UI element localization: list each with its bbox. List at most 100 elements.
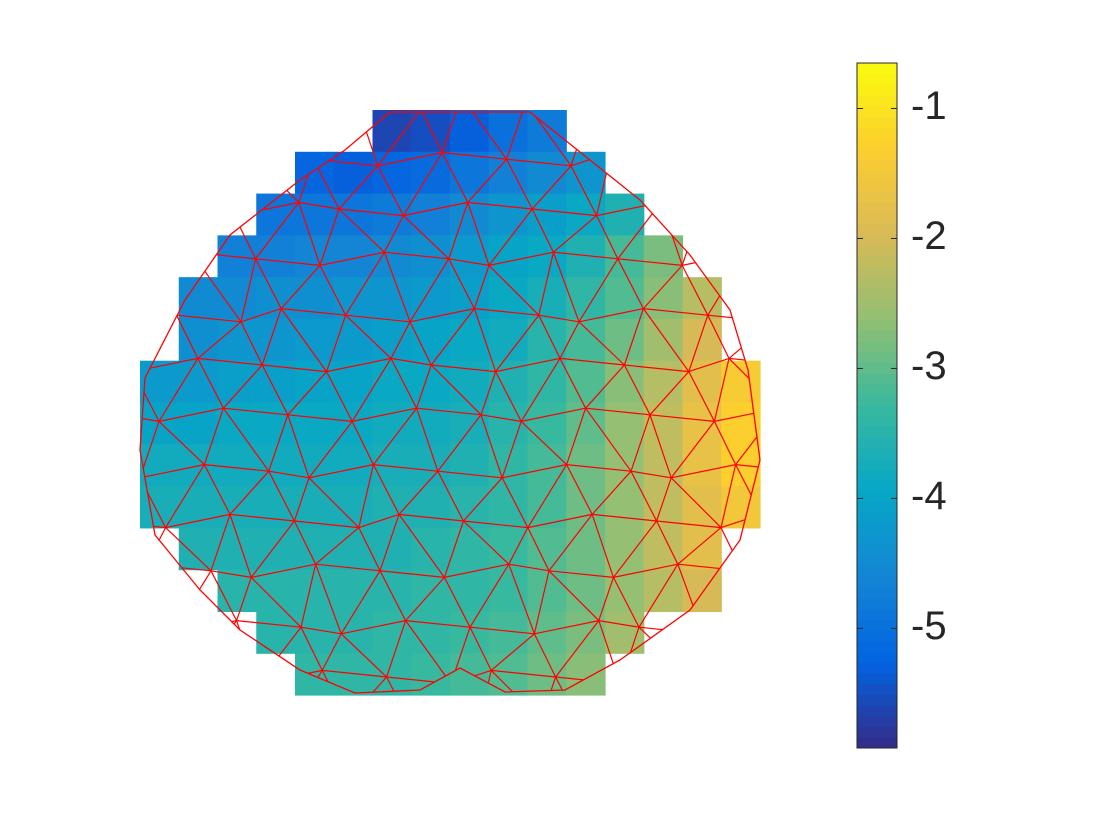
mesh-edge	[358, 527, 381, 572]
heat-cell	[488, 444, 529, 487]
colorbar-swatch	[857, 705, 897, 717]
mesh-edge	[448, 258, 475, 309]
mesh-edge	[294, 520, 359, 529]
colorbar-swatch	[857, 555, 897, 567]
colorbar-swatch	[857, 127, 897, 139]
mesh-edge	[508, 563, 550, 572]
heat-cell	[333, 611, 374, 654]
colorbar-swatch	[857, 491, 897, 503]
mesh-edge	[467, 158, 508, 203]
heat-cell	[682, 569, 722, 613]
heat-cell	[372, 235, 412, 278]
mesh-edge	[538, 252, 554, 316]
heat-cell	[333, 235, 374, 278]
mesh-edge	[140, 626, 173, 635]
mesh-edge	[261, 364, 289, 416]
mesh-edge	[630, 470, 658, 522]
mesh-edge	[555, 676, 582, 693]
colorbar-swatch	[857, 608, 897, 621]
mesh-edge	[379, 570, 445, 578]
colorbar-swatch	[857, 394, 897, 406]
mesh-edge	[701, 208, 760, 217]
mesh-boundary	[139, 111, 761, 694]
mesh-edge	[143, 112, 164, 160]
colorbar-swatch	[857, 426, 897, 439]
mesh-edge	[293, 477, 310, 522]
mesh-edge	[443, 520, 464, 578]
heat-cell	[333, 151, 374, 195]
mesh-edge	[591, 470, 632, 515]
heat-cell	[566, 360, 606, 404]
heat-cell	[295, 444, 335, 487]
mesh-edge	[675, 112, 720, 160]
mesh-edge	[688, 357, 730, 373]
mesh-edge	[643, 308, 708, 316]
mesh-edge	[409, 308, 475, 323]
mesh-edge	[377, 152, 443, 167]
mesh-edge	[268, 414, 289, 472]
heat-cell	[643, 235, 684, 278]
mesh-edge	[469, 626, 492, 671]
mesh-edge	[169, 165, 210, 210]
heat-cell	[643, 569, 684, 613]
heat-cell	[217, 360, 257, 404]
mesh-edge	[165, 527, 212, 572]
mesh-edge	[742, 570, 760, 578]
colorbar-swatch	[857, 373, 897, 385]
mesh-edge	[768, 621, 789, 684]
mesh-edge	[372, 407, 418, 465]
heat-cell	[256, 360, 296, 404]
mesh-edge	[416, 407, 482, 416]
colorbar-swatch	[857, 694, 897, 706]
mesh-edge	[236, 577, 252, 621]
mesh-edge	[448, 258, 490, 266]
heat-cell	[566, 653, 606, 696]
mesh-edge	[677, 527, 722, 565]
heat-cell	[411, 360, 451, 404]
mesh-edge	[527, 513, 593, 529]
heat-cell	[488, 193, 529, 236]
mesh-edge	[630, 470, 672, 479]
mesh-edge	[150, 265, 178, 316]
heat-cell	[372, 569, 412, 613]
mesh-edge	[476, 670, 492, 693]
colorbar-swatch	[857, 619, 897, 631]
mesh-edge	[250, 576, 302, 628]
heat-cell	[527, 569, 567, 613]
mesh-edge	[719, 103, 759, 110]
mesh-edge	[390, 321, 411, 359]
mesh-edge	[501, 421, 522, 478]
mesh-edge	[642, 308, 690, 372]
mesh-edge	[431, 364, 496, 373]
heat-cell	[605, 569, 645, 613]
mesh-edge	[140, 669, 180, 693]
mesh-edge	[766, 153, 805, 216]
mesh-edge	[171, 633, 194, 678]
colorbar-swatch	[857, 116, 897, 128]
mesh-edge	[654, 96, 718, 103]
heat-cell	[256, 569, 296, 613]
heat-cell	[333, 318, 374, 362]
mesh-edge	[559, 358, 587, 409]
mesh-edge	[566, 408, 587, 465]
mesh-edge	[143, 158, 171, 210]
mesh-edge	[490, 669, 542, 693]
mesh-edge	[210, 570, 238, 621]
mesh-edge	[351, 358, 392, 422]
heat-cell	[605, 402, 645, 445]
mesh-edge	[533, 633, 557, 678]
mesh-edge	[613, 563, 678, 578]
colorbar-swatch	[857, 191, 897, 203]
mesh-edge	[526, 103, 590, 110]
colorbar-swatch	[857, 309, 897, 321]
mesh-edge	[351, 421, 374, 465]
mesh-edge	[656, 477, 672, 522]
mesh-edge	[255, 258, 321, 266]
heat-cell	[527, 151, 567, 195]
mesh-edge	[229, 470, 270, 515]
heat-cell	[178, 318, 219, 362]
mesh-edge	[140, 520, 166, 529]
mesh-edge	[178, 676, 194, 693]
mesh-edge	[480, 414, 522, 422]
heat-cell	[178, 277, 219, 320]
